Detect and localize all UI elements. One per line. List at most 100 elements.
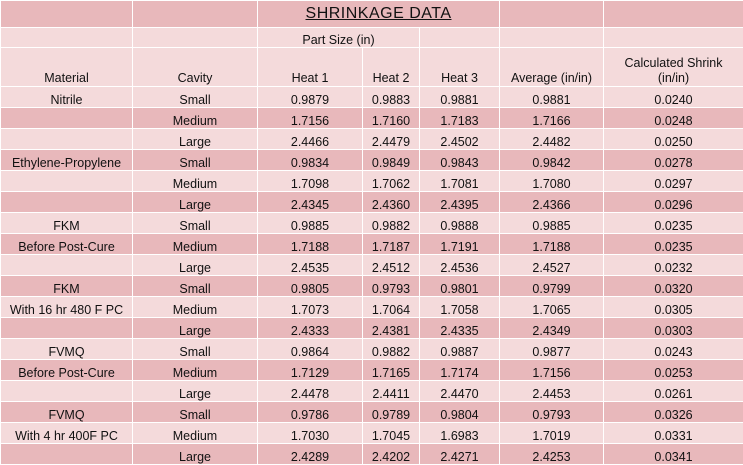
cell-average: 0.9885 <box>500 213 604 234</box>
cell-average: 2.4366 <box>500 192 604 213</box>
blank-cell <box>133 28 258 48</box>
cell-material: FKM <box>1 276 133 297</box>
cell-calculated-shrink: 0.0243 <box>604 339 743 360</box>
cell-heat-3: 0.9887 <box>420 339 500 360</box>
cell-heat-3: 1.7183 <box>420 108 500 129</box>
cell-average: 1.7019 <box>500 423 604 444</box>
cell-average: 0.9881 <box>500 87 604 108</box>
header-heat-2: Heat 2 <box>363 48 420 87</box>
cell-cavity: Medium <box>133 171 258 192</box>
cell-average: 0.9793 <box>500 402 604 423</box>
cell-heat-2: 1.7064 <box>363 297 420 318</box>
cell-heat-3: 2.4395 <box>420 192 500 213</box>
cell-heat-2: 2.4381 <box>363 318 420 339</box>
cell-material <box>1 108 133 129</box>
cell-heat-2: 2.4360 <box>363 192 420 213</box>
cell-heat-2: 0.9793 <box>363 276 420 297</box>
cell-heat-1: 0.9834 <box>258 150 363 171</box>
blank-cell <box>604 28 743 48</box>
cell-heat-3: 0.9881 <box>420 87 500 108</box>
cell-cavity: Medium <box>133 360 258 381</box>
subheader-row: Part Size (in) <box>1 28 743 48</box>
cell-heat-3: 0.9804 <box>420 402 500 423</box>
header-calculated-shrink: Calculated Shrink (in/in) <box>604 48 743 87</box>
title-row: SHRINKAGE DATA <box>1 1 743 28</box>
cell-heat-1: 1.7129 <box>258 360 363 381</box>
cell-heat-2: 2.4202 <box>363 444 420 465</box>
cell-cavity: Large <box>133 381 258 402</box>
cell-material <box>1 171 133 192</box>
cell-cavity: Medium <box>133 108 258 129</box>
cell-calculated-shrink: 0.0296 <box>604 192 743 213</box>
cell-heat-1: 1.7030 <box>258 423 363 444</box>
cell-average: 2.4527 <box>500 255 604 276</box>
blank-cell <box>420 28 500 48</box>
cell-cavity: Large <box>133 129 258 150</box>
cell-heat-1: 0.9879 <box>258 87 363 108</box>
cell-material: FVMQ <box>1 402 133 423</box>
blank-cell <box>500 1 604 28</box>
cell-calculated-shrink: 0.0253 <box>604 360 743 381</box>
cell-material <box>1 129 133 150</box>
cell-heat-3: 2.4536 <box>420 255 500 276</box>
part-size-subheader: Part Size (in) <box>258 28 420 48</box>
cell-average: 0.9799 <box>500 276 604 297</box>
cell-cavity: Small <box>133 339 258 360</box>
cell-heat-2: 1.7187 <box>363 234 420 255</box>
cell-calculated-shrink: 0.0235 <box>604 234 743 255</box>
cell-calculated-shrink: 0.0341 <box>604 444 743 465</box>
cell-heat-3: 2.4335 <box>420 318 500 339</box>
cell-heat-1: 1.7188 <box>258 234 363 255</box>
cell-heat-3: 2.4470 <box>420 381 500 402</box>
cell-heat-2: 2.4411 <box>363 381 420 402</box>
cell-heat-1: 2.4478 <box>258 381 363 402</box>
cell-heat-1: 2.4535 <box>258 255 363 276</box>
cell-heat-2: 0.9789 <box>363 402 420 423</box>
blank-cell <box>500 28 604 48</box>
table-title: SHRINKAGE DATA <box>258 1 500 28</box>
cell-heat-2: 1.7062 <box>363 171 420 192</box>
cell-material <box>1 381 133 402</box>
cell-cavity: Medium <box>133 423 258 444</box>
cell-material <box>1 444 133 465</box>
cell-heat-1: 0.9805 <box>258 276 363 297</box>
blank-cell <box>1 1 133 28</box>
cell-calculated-shrink: 0.0320 <box>604 276 743 297</box>
cell-cavity: Medium <box>133 297 258 318</box>
cell-heat-2: 2.4479 <box>363 129 420 150</box>
cell-heat-1: 2.4345 <box>258 192 363 213</box>
header-cavity: Cavity <box>133 48 258 87</box>
cell-material: Before Post-Cure <box>1 360 133 381</box>
cell-heat-3: 0.9801 <box>420 276 500 297</box>
cell-heat-2: 0.9882 <box>363 339 420 360</box>
header-average: Average (in/in) <box>500 48 604 87</box>
cell-material <box>1 318 133 339</box>
cell-material <box>1 255 133 276</box>
cell-cavity: Large <box>133 255 258 276</box>
cell-average: 0.9842 <box>500 150 604 171</box>
cell-cavity: Small <box>133 150 258 171</box>
cell-heat-1: 1.7098 <box>258 171 363 192</box>
cell-cavity: Small <box>133 87 258 108</box>
cell-average: 1.7156 <box>500 360 604 381</box>
cell-calculated-shrink: 0.0297 <box>604 171 743 192</box>
cell-heat-1: 2.4466 <box>258 129 363 150</box>
cell-cavity: Large <box>133 444 258 465</box>
cell-material <box>1 192 133 213</box>
cell-heat-1: 0.9864 <box>258 339 363 360</box>
cell-heat-3: 0.9843 <box>420 150 500 171</box>
